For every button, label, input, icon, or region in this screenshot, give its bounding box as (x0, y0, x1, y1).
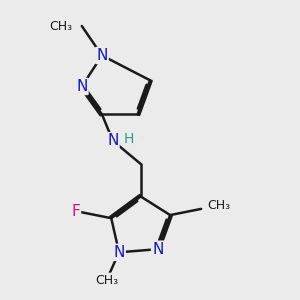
Text: F: F (71, 205, 80, 220)
Text: CH₃: CH₃ (207, 199, 230, 212)
Text: N: N (76, 79, 88, 94)
Text: N: N (107, 133, 118, 148)
Text: N: N (96, 48, 108, 63)
Text: CH₃: CH₃ (50, 20, 73, 32)
Text: N: N (152, 242, 164, 257)
Text: H: H (124, 132, 134, 146)
Text: N: N (113, 245, 125, 260)
Text: CH₃: CH₃ (95, 274, 118, 287)
